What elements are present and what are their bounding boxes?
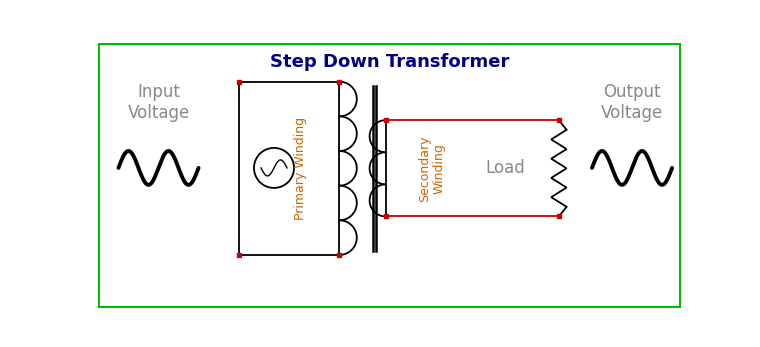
Text: Step Down Transformer: Step Down Transformer <box>270 53 509 71</box>
Text: Secondary
Winding: Secondary Winding <box>418 135 446 202</box>
Text: Output
Voltage: Output Voltage <box>601 83 663 122</box>
Text: Load: Load <box>485 159 525 177</box>
Text: Input
Voltage: Input Voltage <box>128 83 190 122</box>
Text: Primary Winding: Primary Winding <box>294 117 308 220</box>
